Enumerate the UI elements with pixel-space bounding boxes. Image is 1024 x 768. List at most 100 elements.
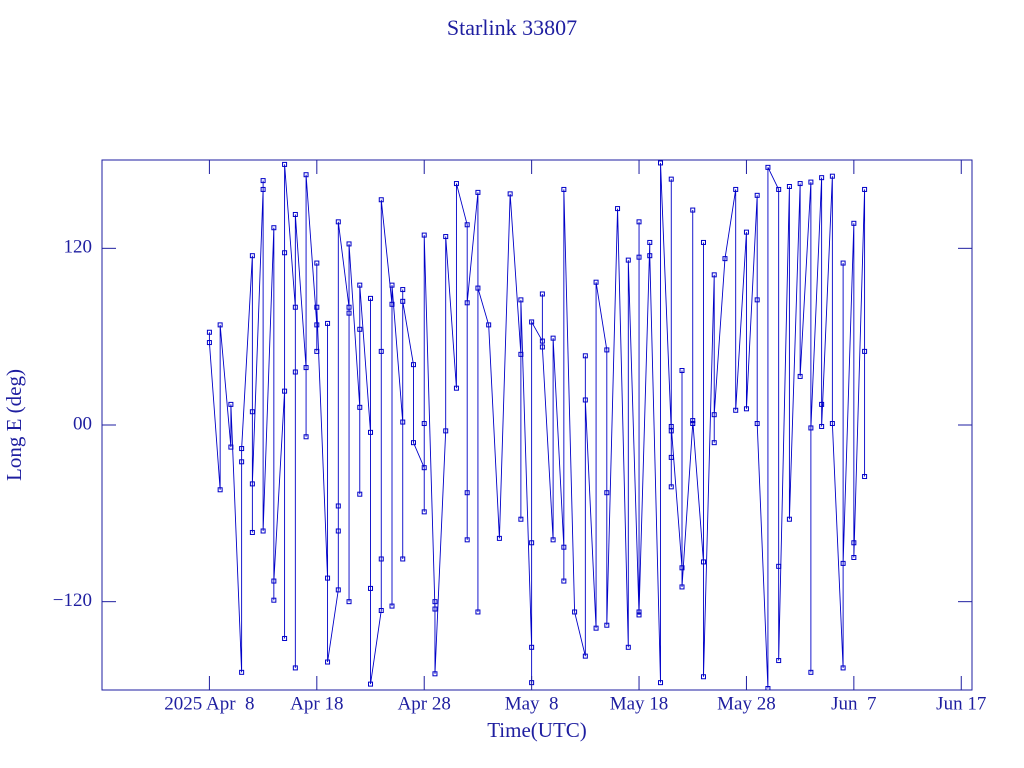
data-point [314, 304, 320, 310]
data-point [346, 241, 352, 247]
data-point [529, 644, 535, 650]
data-point [690, 421, 696, 427]
data-point [668, 423, 674, 429]
data-point [679, 584, 685, 590]
data-point [303, 172, 309, 178]
data-point [819, 401, 825, 407]
data-point [851, 540, 857, 546]
data-point [228, 444, 234, 450]
data-point [292, 304, 298, 310]
data-point [529, 540, 535, 546]
data-point [346, 304, 352, 310]
data-point [625, 257, 631, 263]
data-point [668, 484, 674, 490]
data-point [700, 239, 706, 245]
x-tick-label: Jun 17 [936, 693, 986, 714]
data-point [808, 425, 814, 431]
data-point [282, 635, 288, 641]
data-point [690, 418, 696, 424]
data-point [421, 509, 427, 515]
data-point [368, 585, 374, 591]
data-point [593, 279, 599, 285]
data-point [604, 490, 610, 496]
x-tick-label: Apr 18 [290, 693, 343, 714]
data-point [840, 260, 846, 266]
x-tick-label: May 8 [505, 693, 559, 714]
data-point [475, 285, 481, 291]
data-point [335, 587, 341, 593]
data-point [658, 680, 664, 686]
data-point [464, 537, 470, 543]
x-tick-label: May 28 [717, 693, 776, 714]
data-point [217, 322, 223, 328]
data-point [421, 232, 427, 238]
data-point [593, 625, 599, 631]
data-point [400, 298, 406, 304]
data-point [464, 300, 470, 306]
data-point [400, 419, 406, 425]
data-point [647, 253, 653, 259]
data-point [604, 622, 610, 628]
data-point [636, 612, 642, 618]
data-point [765, 686, 771, 690]
data-point [711, 272, 717, 278]
data-point [582, 653, 588, 659]
data-point [690, 207, 696, 213]
data-point [851, 220, 857, 226]
data-point [314, 260, 320, 266]
data-point [421, 421, 427, 427]
data-point [862, 474, 868, 480]
data-point [754, 192, 760, 198]
data-point [271, 597, 277, 603]
data-point [561, 186, 567, 192]
data-point [561, 544, 567, 550]
data-point [539, 291, 545, 297]
data-point [325, 575, 331, 581]
data-point [668, 454, 674, 460]
data-point [464, 222, 470, 228]
data-point [582, 397, 588, 403]
data-point [378, 197, 384, 203]
data-point [518, 516, 524, 522]
data-point [711, 412, 717, 418]
data-point [335, 503, 341, 509]
data-point [862, 348, 868, 354]
data-point [389, 301, 395, 307]
data-line [208, 162, 866, 689]
data-point [410, 440, 416, 446]
data-point [776, 186, 782, 192]
x-axis-label: Time(UTC) [487, 718, 587, 742]
data-point [700, 674, 706, 680]
data-point [786, 516, 792, 522]
data-point [636, 609, 642, 615]
data-point [829, 421, 835, 427]
chart-title: Starlink 33807 [447, 15, 577, 40]
data-point [496, 535, 502, 541]
data-point [636, 219, 642, 225]
data-point [840, 560, 846, 566]
data-point [421, 465, 427, 471]
data-point [389, 603, 395, 609]
data-point [668, 176, 674, 182]
data-point [529, 319, 535, 325]
data-point [486, 322, 492, 328]
data-point [443, 428, 449, 434]
data-point [357, 491, 363, 497]
data-point [303, 365, 309, 371]
data-point [733, 186, 739, 192]
data-point [550, 335, 556, 341]
data-point [561, 578, 567, 584]
data-point [335, 528, 341, 534]
data-point [357, 326, 363, 332]
data-point [636, 254, 642, 260]
data-point [765, 164, 771, 170]
data-point [808, 669, 814, 675]
data-point [797, 373, 803, 379]
data-point [335, 219, 341, 225]
data-point [357, 282, 363, 288]
data-point [400, 556, 406, 562]
data-point [368, 295, 374, 301]
data-point [378, 556, 384, 562]
data-point [743, 406, 749, 412]
